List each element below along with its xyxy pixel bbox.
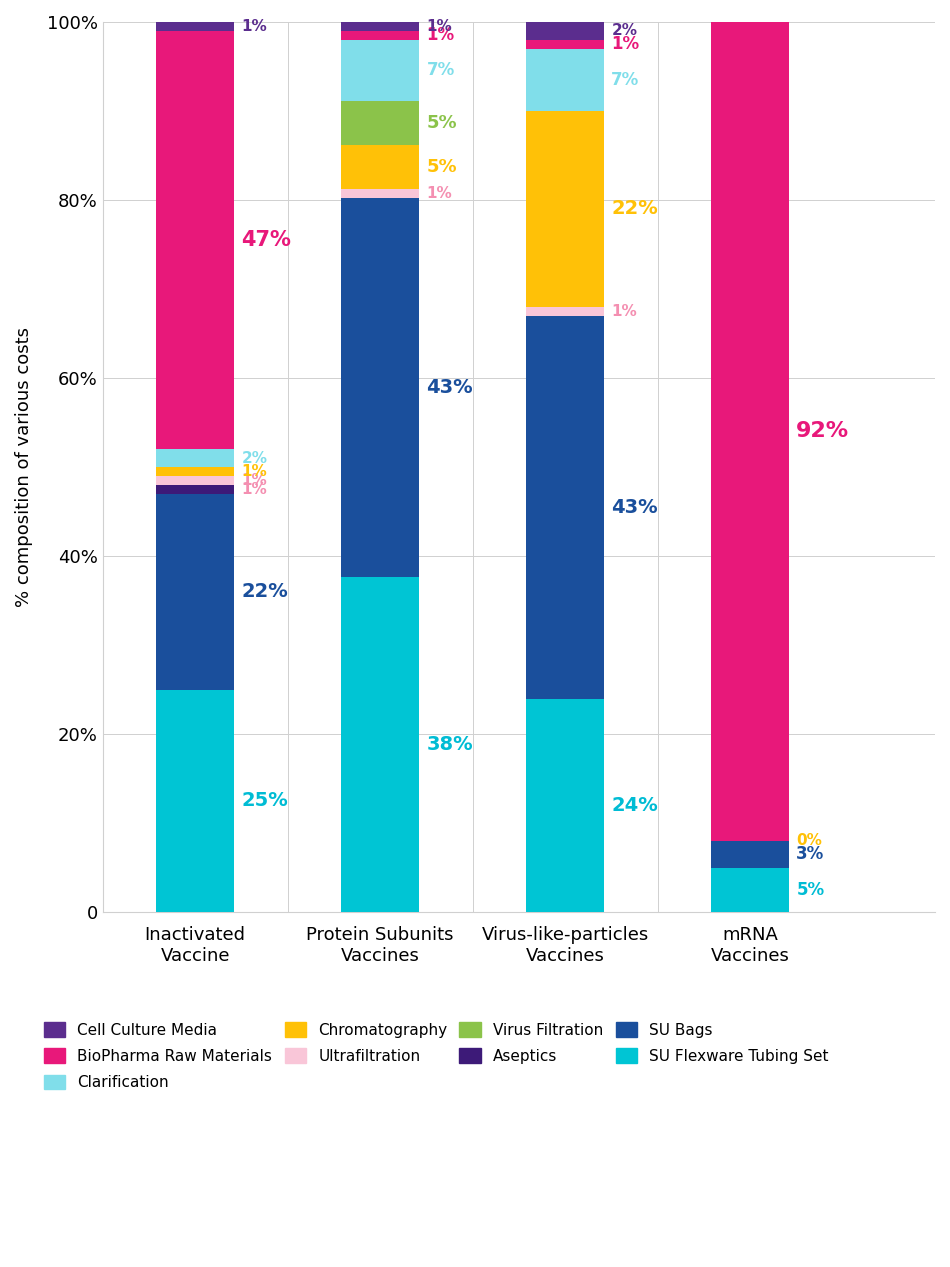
Bar (157, 476, 234, 485)
Bar (712, 868, 788, 912)
Bar (526, 39, 604, 48)
Text: 5%: 5% (427, 114, 457, 132)
Bar (157, 468, 234, 476)
Bar (157, 494, 234, 689)
Bar (157, 689, 234, 912)
Bar (157, 485, 234, 494)
Bar (341, 22, 419, 30)
Text: 43%: 43% (427, 379, 473, 398)
Text: 25%: 25% (241, 792, 288, 811)
Text: 3%: 3% (796, 845, 825, 863)
Text: 5%: 5% (427, 158, 457, 176)
Text: 1%: 1% (241, 19, 267, 34)
Text: 43%: 43% (612, 498, 658, 517)
Bar (526, 698, 604, 912)
Bar (157, 30, 234, 450)
Bar (526, 48, 604, 111)
Text: 1%: 1% (427, 186, 452, 201)
Text: 47%: 47% (241, 231, 292, 250)
Bar (526, 307, 604, 315)
Text: 1%: 1% (612, 304, 637, 319)
Y-axis label: % composition of various costs: % composition of various costs (15, 327, 33, 607)
Text: 1%: 1% (427, 27, 454, 44)
Text: 2%: 2% (612, 23, 637, 38)
Bar (341, 190, 419, 198)
Text: 38%: 38% (427, 735, 473, 754)
Text: 7%: 7% (427, 62, 455, 80)
Bar (341, 146, 419, 190)
Bar (341, 101, 419, 146)
Text: 1%: 1% (241, 473, 267, 488)
Text: 1%: 1% (241, 481, 267, 497)
Bar (526, 22, 604, 39)
Text: 1%: 1% (612, 35, 639, 53)
Text: 7%: 7% (612, 71, 639, 89)
Bar (712, 841, 788, 868)
Text: 1%: 1% (427, 19, 452, 34)
Text: 1%: 1% (241, 464, 267, 479)
Bar (526, 315, 604, 698)
Text: 22%: 22% (612, 199, 658, 218)
Bar (341, 30, 419, 39)
Text: 24%: 24% (612, 796, 658, 815)
Text: 5%: 5% (796, 881, 825, 898)
Bar (526, 111, 604, 307)
Legend: Cell Culture Media, BioPharma Raw Materials, Clarification, Chromatography, Ultr: Cell Culture Media, BioPharma Raw Materi… (44, 1022, 828, 1090)
Text: 22%: 22% (241, 583, 288, 602)
Bar (341, 39, 419, 101)
Text: 92%: 92% (796, 422, 849, 441)
Bar (712, 22, 788, 841)
Bar (157, 450, 234, 468)
Bar (157, 22, 234, 30)
Bar (341, 578, 419, 912)
Text: 0%: 0% (796, 834, 822, 849)
Text: 2%: 2% (241, 451, 268, 466)
Bar (341, 198, 419, 578)
